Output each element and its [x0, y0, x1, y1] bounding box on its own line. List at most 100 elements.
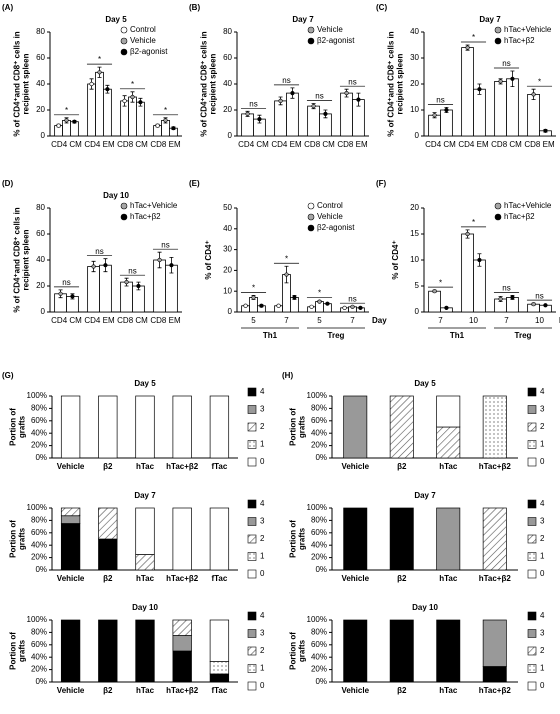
- legend-swatch: [247, 664, 257, 673]
- y-axis-label: grafts: [298, 527, 307, 550]
- bar-segment: [389, 395, 414, 459]
- legend-label: 3: [260, 517, 265, 526]
- x-tick-label: 10: [535, 316, 544, 325]
- bar-segment: [60, 619, 81, 683]
- bar-segment: [60, 523, 81, 571]
- legend-label: Control: [317, 201, 343, 210]
- panel-label: (F): [376, 179, 387, 188]
- panel-label: (G): [2, 371, 14, 380]
- bar-segment: [172, 507, 192, 571]
- point: [344, 90, 349, 96]
- point: [543, 303, 548, 308]
- significance: *: [252, 283, 255, 292]
- legend-label: 2: [540, 422, 545, 431]
- point: [358, 305, 363, 310]
- chart-title: Day 7: [134, 491, 156, 500]
- y-tick-label: 40: [410, 27, 419, 36]
- bar-segment: [482, 619, 507, 667]
- legend-swatch: [247, 646, 257, 656]
- legend-swatch: [247, 405, 257, 414]
- legend-label: 0: [540, 569, 545, 578]
- legend-label: 1: [260, 552, 265, 561]
- significance: *: [164, 106, 167, 115]
- x-tick-label: hTac: [439, 686, 458, 695]
- point: [163, 118, 168, 123]
- y-tick-label: 0: [228, 131, 233, 140]
- chart-title: Day 10: [412, 603, 438, 612]
- y-axis-label: % of CD4⁺and CD8⁺ cells in: [13, 31, 22, 136]
- x-tick-label: 7: [504, 316, 509, 325]
- y-tick-label: 50: [223, 203, 232, 212]
- x-tick-label: 5: [251, 316, 256, 325]
- significance: ns: [502, 59, 510, 68]
- legend-label: 2: [540, 534, 545, 543]
- x-tick-label: CD4 EM: [84, 140, 115, 149]
- point: [350, 304, 355, 309]
- x-tick-label: β2: [397, 686, 407, 695]
- legend-swatch: [527, 457, 537, 467]
- point: [278, 98, 283, 103]
- x-tick-label: Vehicle: [341, 462, 369, 471]
- legend-label: 4: [540, 499, 545, 508]
- y-tick-label: 0: [41, 131, 46, 140]
- y-tick-label: 80%: [311, 404, 327, 413]
- y-axis-label: recipient spleen: [22, 229, 31, 290]
- bar: [120, 281, 133, 313]
- y-axis-label: grafts: [18, 639, 27, 662]
- y-tick-label: 80%: [311, 628, 327, 637]
- bar: [128, 96, 137, 137]
- legend-label: 3: [540, 405, 545, 414]
- x-tick-label: hTac: [136, 686, 155, 695]
- point: [292, 295, 297, 300]
- legend-marker: [120, 213, 128, 221]
- y-tick-label: 40%: [31, 652, 47, 661]
- chart-title: Day 10: [103, 191, 129, 200]
- point: [155, 123, 160, 128]
- bar-segment: [135, 395, 155, 459]
- legend-label: 4: [260, 499, 265, 508]
- x-tick-label: 7: [284, 316, 289, 325]
- y-tick-label: 60%: [31, 528, 47, 537]
- point: [56, 123, 61, 128]
- point: [311, 103, 316, 109]
- legend-label: 1: [260, 440, 265, 449]
- x-tick-label: CD4 CM: [51, 316, 82, 325]
- y-tick-label: 0%: [315, 565, 327, 574]
- y-tick-label: 0%: [35, 453, 47, 462]
- y-tick-label: 0%: [35, 565, 47, 574]
- bar-segment: [343, 395, 368, 459]
- y-axis-label: % of CD4⁺: [391, 240, 400, 279]
- bar: [506, 78, 519, 137]
- x-tick-label: CD8 CM: [491, 140, 522, 149]
- x-tick-label: hTac: [439, 574, 458, 583]
- bar: [473, 259, 486, 313]
- legend-swatch: [527, 552, 537, 561]
- legend-swatch: [247, 681, 257, 691]
- legend-label: 2: [260, 646, 265, 655]
- legend-swatch: [247, 569, 257, 579]
- y-tick-label: 100%: [27, 615, 47, 624]
- legend-marker: [307, 202, 315, 210]
- bar: [340, 92, 353, 137]
- y-tick-label: 20: [410, 79, 419, 88]
- x-tick-label: β2: [103, 686, 113, 695]
- significance: ns: [535, 291, 543, 300]
- bar-segment: [60, 395, 81, 459]
- x-tick-label: hTac+β2: [166, 462, 199, 471]
- bar-segment: [209, 673, 230, 683]
- point: [169, 263, 174, 268]
- y-tick-label: 20: [36, 105, 45, 114]
- y-axis-label: recipient spleen: [396, 53, 405, 114]
- legend-label: 0: [540, 457, 545, 466]
- legend-swatch: [247, 387, 257, 397]
- bar: [494, 81, 507, 137]
- point: [136, 283, 141, 289]
- y-tick-label: 100%: [27, 503, 47, 512]
- point: [64, 118, 69, 123]
- bar-segment: [389, 507, 414, 571]
- y-tick-label: 20%: [31, 441, 47, 450]
- panel-label: (H): [282, 371, 293, 380]
- y-axis-label: Portion of: [9, 520, 18, 558]
- y-tick-label: 80: [223, 27, 232, 36]
